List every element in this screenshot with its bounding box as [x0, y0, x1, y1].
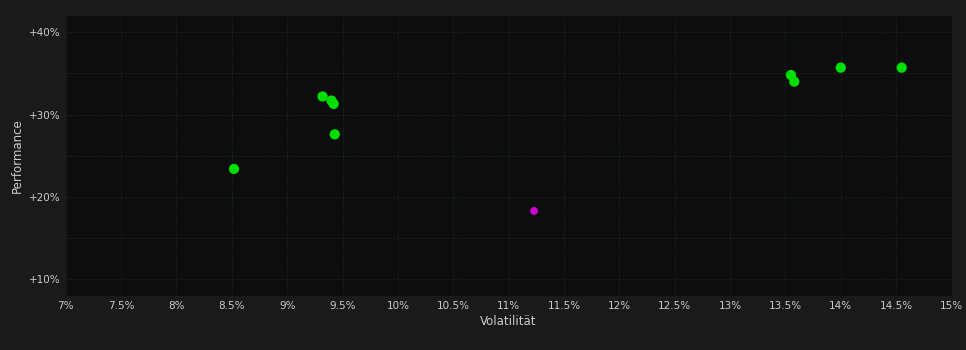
Point [783, 72, 799, 78]
Point [327, 132, 343, 137]
Point [526, 208, 542, 214]
Point [326, 101, 341, 107]
Point [315, 94, 330, 99]
Point [894, 65, 909, 70]
Point [833, 65, 848, 70]
X-axis label: Volatilität: Volatilität [480, 315, 537, 328]
Y-axis label: Performance: Performance [11, 118, 23, 193]
Point [324, 98, 339, 103]
Point [786, 79, 802, 84]
Point [226, 166, 242, 172]
